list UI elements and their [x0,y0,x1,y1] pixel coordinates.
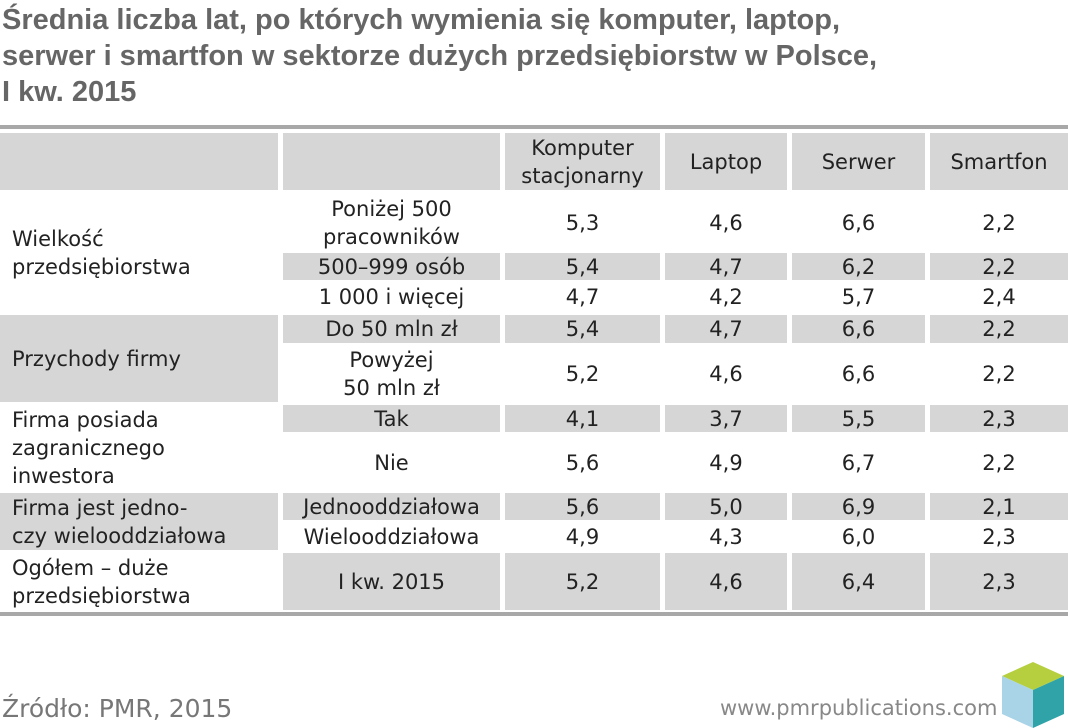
value-cell: 4,9 [565,524,600,549]
value-cell: 5,6 [505,493,660,520]
value-cell: 4,9 [709,450,743,475]
group-label: Wielkość przedsiębiorstwa [12,226,191,279]
row-label: 1 000 i więcej [318,284,465,309]
row-label: Nie [374,450,409,475]
row-label: I kw. 2015 [283,553,500,610]
row-label: Tak [283,405,500,432]
value-cell: 4,1 [505,405,660,432]
group-label: Firma jest jedno- czy wielooddziałowa [0,493,278,550]
value-cell: 4,3 [709,524,743,549]
row-label: Poniżej 500 pracowników [323,196,460,249]
logo [1002,662,1064,728]
column-header: Laptop [665,133,787,190]
value-cell: 6,7 [841,450,876,475]
url: www.pmrpublications.com [720,696,998,720]
value-cell: 2,4 [982,284,1016,309]
value-cell: 2,2 [930,315,1068,343]
value-cell: 4,7 [665,253,787,280]
value-cell: 6,0 [841,524,876,549]
value-cell: 4,7 [665,315,787,343]
column-header: Komputer stacjonarny [505,133,660,190]
value-cell: 6,6 [841,210,876,235]
column-header: Serwer [792,133,925,190]
value-cell: 5,5 [792,405,925,432]
header-cell [0,133,278,190]
top-rule [0,125,1068,129]
group-label: Ogółem – duże przedsiębiorstwa [12,555,191,608]
value-cell: 4,2 [709,284,743,309]
value-cell: 4,7 [565,284,600,309]
value-cell: 5,3 [565,210,600,235]
source: Źródło: PMR, 2015 [2,694,233,723]
title: Średnia liczba lat, po których wymienia … [2,4,878,108]
value-cell: 4,6 [709,362,743,386]
row-label: 500–999 osób [283,253,500,280]
bottom-rule [0,612,1068,616]
value-cell: 4,6 [709,210,743,235]
value-cell: 5,2 [565,362,600,386]
group-label: Firma posiada zagranicznego inwestora [12,407,165,488]
value-cell: 3,7 [665,405,787,432]
value-cell: 5,4 [505,315,660,343]
header-cell [283,133,500,190]
value-cell: 6,6 [841,362,876,386]
column-header: Smartfon [930,133,1068,190]
row-label: Powyżej 50 mln zł [343,348,440,400]
value-cell: 2,2 [982,450,1016,475]
value-cell: 2,3 [930,405,1068,432]
value-cell: 2,2 [982,210,1016,235]
value-cell: 2,3 [982,524,1016,549]
value-cell: 6,4 [792,553,925,610]
value-cell: 4,6 [665,553,787,610]
value-cell: 2,1 [930,493,1068,520]
value-cell: 6,6 [792,315,925,343]
value-cell: 2,2 [982,362,1016,386]
value-cell: 5,0 [665,493,787,520]
group-label: Przychody firmy [0,315,278,402]
row-label: Jednooddziałowa [283,493,500,520]
value-cell: 5,6 [565,450,600,475]
value-cell: 5,4 [505,253,660,280]
row-label: Do 50 mln zł [283,315,500,343]
value-cell: 5,7 [841,284,876,309]
value-cell: 5,2 [505,553,660,610]
value-cell: 6,2 [792,253,925,280]
row-label: Wielooddziałowa [303,524,480,549]
value-cell: 6,9 [792,493,925,520]
value-cell: 2,2 [930,253,1068,280]
value-cell: 2,3 [930,553,1068,610]
